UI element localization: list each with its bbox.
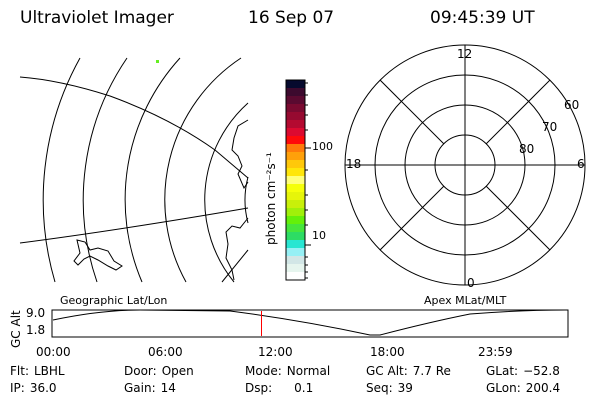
status-dsp: Dsp: 0.1 <box>245 381 313 395</box>
status-label: Flt: <box>10 364 29 378</box>
xtick-0: 00:00 <box>36 345 71 359</box>
colorbar-band <box>286 96 305 105</box>
mlt-12: 12 <box>457 47 473 61</box>
lat-60: 60 <box>564 98 580 112</box>
colorbar-band <box>286 192 305 201</box>
status-gcalt: GC Alt: 7.7 Re <box>366 364 451 378</box>
colorbar-band <box>286 272 305 281</box>
mlt-0: 0 <box>467 276 475 290</box>
ytick-9: 9.0 <box>26 306 46 320</box>
colorbar-band <box>286 184 305 193</box>
status-label: Dsp: <box>245 381 273 395</box>
status-value: 36.0 <box>29 381 57 395</box>
apex-polar-plot <box>344 44 586 286</box>
status-ip: IP: 36.0 <box>10 381 57 395</box>
colorbar-band <box>286 112 305 121</box>
status-label: Mode: <box>245 364 282 378</box>
colorbar-frame <box>285 79 306 281</box>
colorbar-band <box>286 152 305 161</box>
colorbar-band <box>286 232 305 241</box>
colorbar-band <box>286 160 305 169</box>
xtick-1: 06:00 <box>148 345 183 359</box>
latitude-arc <box>204 102 249 283</box>
colorbar-band <box>286 88 305 97</box>
status-label: IP: <box>10 381 25 395</box>
xtick-3: 18:00 <box>370 345 405 359</box>
coastline <box>225 119 249 281</box>
colorbar-band <box>286 120 305 129</box>
colorbar-band <box>286 248 305 257</box>
colorbar <box>285 79 311 281</box>
status-value: 14 <box>160 381 176 395</box>
mlt-6: 6 <box>577 157 585 171</box>
status-value: 7.7 Re <box>412 364 451 378</box>
colorbar-tick-100: 100 <box>312 140 333 153</box>
status-label: GLat: <box>486 364 519 378</box>
orbit-plot <box>51 309 569 338</box>
longitude-line <box>19 207 249 244</box>
colorbar-band <box>286 256 305 265</box>
lat-70: 70 <box>542 120 558 134</box>
xtick-2: 12:00 <box>258 345 293 359</box>
colorbar-band <box>286 136 305 145</box>
time-label: 09:45:39 UT <box>430 8 535 28</box>
colorbar-band <box>286 128 305 137</box>
colorbar-tick-10: 10 <box>312 229 326 242</box>
apex-label: Apex MLat/MLT <box>424 294 507 307</box>
status-gain: Gain: 14 <box>124 381 176 395</box>
status-flt: Flt: LBHL <box>10 364 65 378</box>
status-value: 0.1 <box>294 381 314 395</box>
colorbar-band <box>286 264 305 273</box>
lat-80: 80 <box>519 142 535 156</box>
colorbar-band <box>286 176 305 185</box>
colorbar-band <box>286 200 305 209</box>
status-seq: Seq: 39 <box>366 381 413 395</box>
latitude-arc <box>244 176 249 224</box>
status-value: Open <box>161 364 194 378</box>
colorbar-band <box>286 240 305 249</box>
latitude-arc <box>42 57 81 283</box>
status-glon: GLon: 200.4 <box>486 381 560 395</box>
colorbar-band <box>286 80 305 89</box>
status-label: Gain: <box>124 381 156 395</box>
status-label: Door: <box>124 364 157 378</box>
colorbar-band <box>286 144 305 153</box>
xtick-4: 23:59 <box>478 345 513 359</box>
status-value: LBHL <box>33 364 65 378</box>
latitude-arc <box>82 57 128 283</box>
auroral-pixel <box>156 60 159 63</box>
latitude-arc <box>164 57 242 283</box>
geographic-map <box>19 57 249 283</box>
status-label: Seq: <box>366 381 393 395</box>
longitude-line <box>19 76 249 179</box>
colorbar-label: photon cm⁻²s⁻¹ <box>264 152 278 245</box>
instrument-title: Ultraviolet Imager <box>20 8 174 28</box>
status-value: 39 <box>397 381 413 395</box>
colorbar-band <box>286 104 305 113</box>
status-mode: Mode: Normal <box>245 364 330 378</box>
colorbar-band <box>286 208 305 217</box>
colorbar-band <box>286 224 305 233</box>
mlt-18: 18 <box>346 157 362 171</box>
date-label: 16 Sep 07 <box>248 8 335 28</box>
status-door: Door: Open <box>124 364 194 378</box>
status-value: Normal <box>286 364 331 378</box>
coastline <box>73 239 123 271</box>
latitude-arc <box>124 57 181 283</box>
status-glat: GLat: −52.8 <box>486 364 560 378</box>
status-label: GLon: <box>486 381 521 395</box>
status-label: GC Alt: <box>366 364 408 378</box>
status-value: −52.8 <box>523 364 560 378</box>
geographic-label: Geographic Lat/Lon <box>60 294 168 307</box>
colorbar-band <box>286 216 305 225</box>
orbit-ylabel: GC Alt <box>9 310 23 348</box>
ytick-1.8: 1.8 <box>26 323 46 337</box>
status-value: 200.4 <box>525 381 561 395</box>
colorbar-band <box>286 168 305 177</box>
longitude-line <box>221 249 249 283</box>
